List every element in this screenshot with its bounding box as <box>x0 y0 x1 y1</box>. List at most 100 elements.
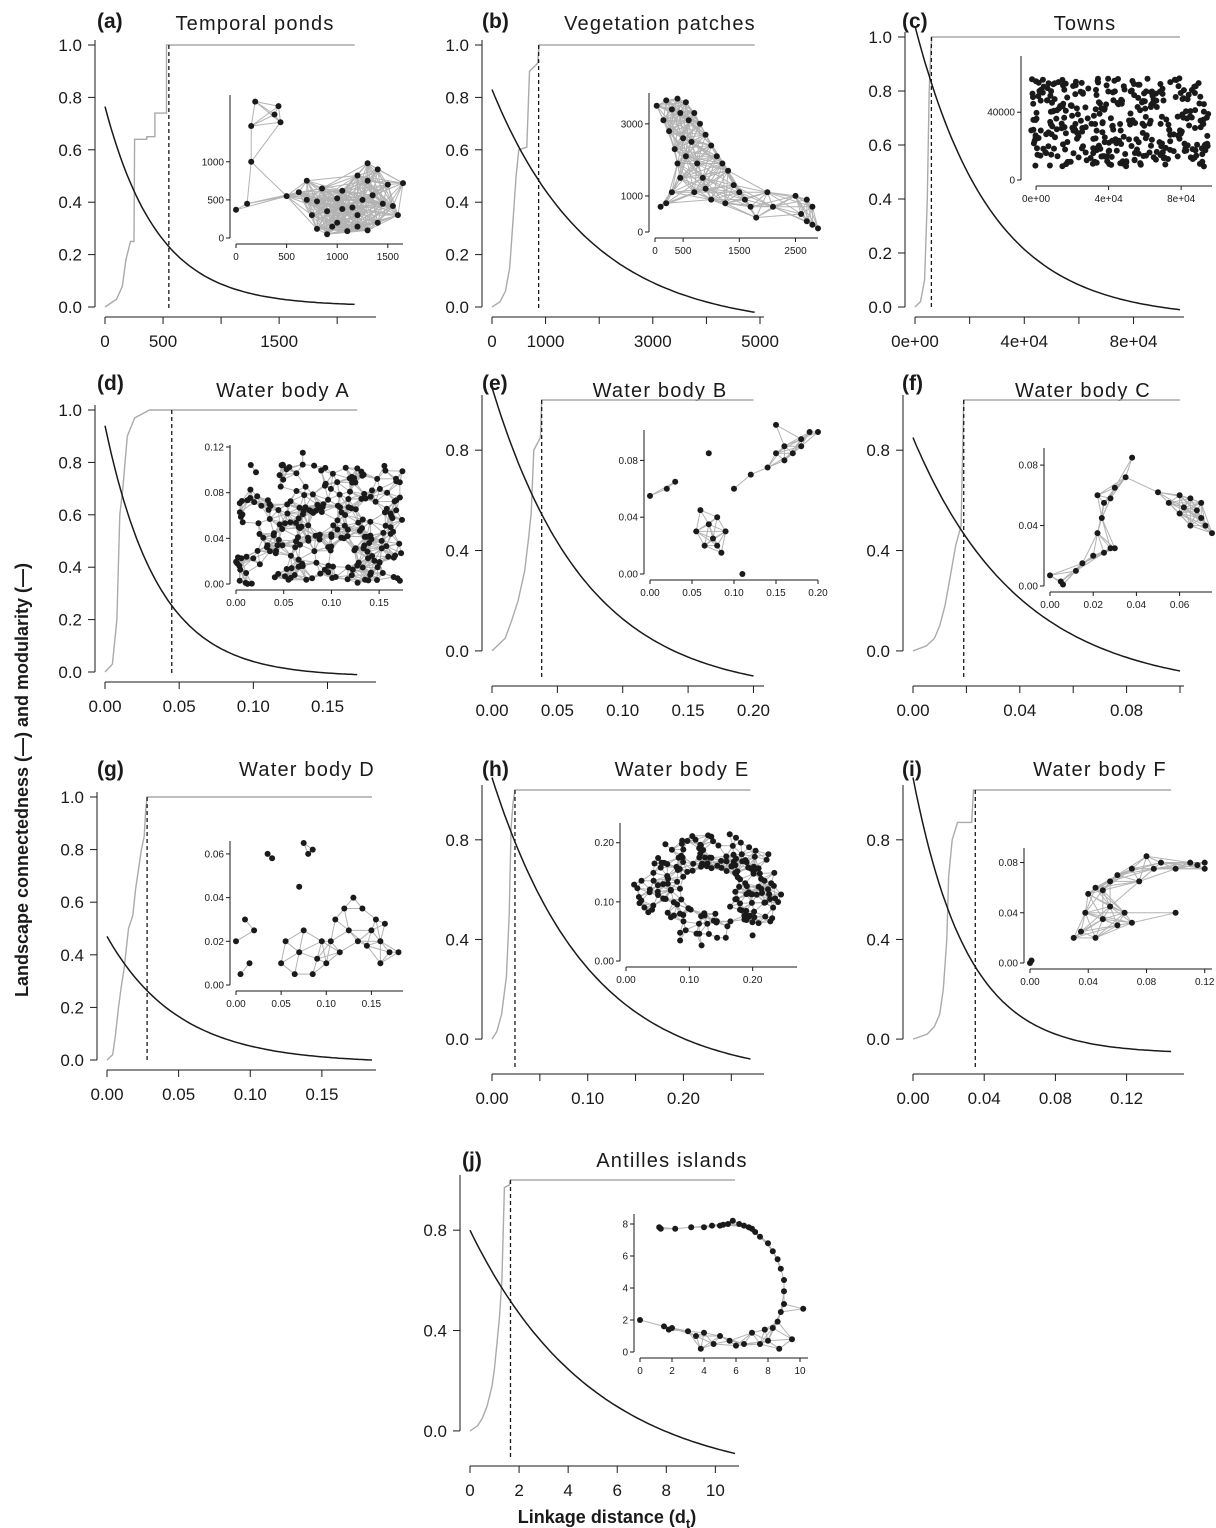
inset-node <box>1047 572 1053 579</box>
inset-node <box>395 949 402 956</box>
inset-node <box>389 203 396 209</box>
inset-node <box>1065 159 1072 165</box>
inset-node <box>1126 136 1132 143</box>
inset-edge <box>662 119 687 157</box>
inset-edge <box>668 130 692 143</box>
inset-node <box>1038 87 1045 94</box>
inset-node <box>381 509 388 516</box>
inset-node <box>248 158 255 165</box>
x-axis-title: Linkage distance (dt) <box>518 1507 696 1528</box>
inset-node <box>1191 154 1198 161</box>
inset-edge <box>317 951 340 960</box>
inset-node <box>279 542 286 549</box>
inset-edge <box>775 424 802 440</box>
panel-b: (b) Vegetation patches 0.0 0.2 0.4 0.6 0.8 1.0 0… <box>445 10 821 351</box>
inset-edge <box>316 188 323 229</box>
inset-node <box>1074 111 1081 118</box>
inset-node <box>236 500 243 507</box>
inset-node <box>271 574 278 581</box>
inset-node <box>723 868 730 874</box>
inset-node <box>399 468 406 475</box>
inset-node <box>243 553 250 560</box>
inset-node <box>674 160 681 167</box>
inset-edge <box>677 163 704 179</box>
panel-h: (h) Water body E0.00.40.80.00 0.10 0.200.00… <box>445 758 797 1108</box>
inset-node <box>244 200 251 207</box>
inset-edge <box>257 550 276 554</box>
inset-node <box>1128 87 1135 94</box>
inset-edge <box>671 163 678 193</box>
inset-node <box>275 103 282 110</box>
inset-y-tick-label: 0.20 <box>595 838 615 849</box>
inset-edge <box>286 195 318 230</box>
inset-node <box>680 873 687 880</box>
inset-node <box>1096 110 1103 117</box>
connectedness-line <box>491 399 754 652</box>
inset-node <box>250 555 257 562</box>
inset-edge <box>299 951 318 960</box>
inset-y-tick-label: 0.00 <box>999 959 1019 970</box>
inset-edge <box>1200 502 1206 526</box>
inset-d: 0.00 0.04 0.08 0.12 0.00 0.05 0.10 0.15 <box>205 443 406 609</box>
inset-edge <box>1179 513 1202 519</box>
inset-node <box>765 1337 771 1344</box>
x-tick-label: 0.10 <box>234 1085 267 1104</box>
inset-node <box>1142 135 1149 142</box>
inset-x-tick-label: 0.10 <box>317 999 337 1010</box>
inset-node <box>322 464 329 471</box>
inset-node <box>1205 111 1212 117</box>
y-tick-label: 0.0 <box>868 298 892 317</box>
inset-node <box>638 877 645 884</box>
inset-node <box>354 465 361 472</box>
inset-edge <box>739 191 774 208</box>
inset-node <box>287 574 294 581</box>
inset-edge <box>321 188 358 216</box>
inset-node <box>1083 157 1090 164</box>
inset-node <box>743 883 750 890</box>
inset-node <box>274 542 281 549</box>
inset-node <box>1170 131 1177 138</box>
inset-node <box>1128 865 1135 872</box>
inset-edge <box>331 208 343 227</box>
inset-node <box>1084 115 1091 122</box>
inset-node <box>296 504 303 511</box>
inset-edge <box>711 191 740 201</box>
inset-node <box>772 895 779 902</box>
inset-node <box>251 499 258 506</box>
inset-edge <box>685 156 695 193</box>
inset-node <box>663 200 670 207</box>
inset-node <box>1135 139 1142 146</box>
inset-node <box>239 511 246 518</box>
inset-edge <box>366 945 390 953</box>
inset-node <box>1155 489 1161 496</box>
panel-d: (d) Water body A0.00.20.40.60.81.00.00 0.0… <box>58 372 406 716</box>
inset-x-tick-label: 0.10 <box>724 588 744 599</box>
inset-edge <box>250 105 279 127</box>
inset-node <box>714 514 721 521</box>
panels: (a) Temporal ponds 0.0 0.2 0.4 0.6 0.8 1.0 0 500 1… <box>58 10 1215 1500</box>
inset-node <box>332 574 339 580</box>
inset-node <box>282 938 289 945</box>
connectedness-line <box>912 789 1172 1040</box>
inset-node <box>372 498 379 505</box>
inset-node <box>327 485 334 492</box>
inset-edge <box>671 191 712 201</box>
inset-node <box>636 900 643 907</box>
inset-node <box>1105 88 1112 95</box>
inset-node <box>680 846 687 853</box>
inset-edge <box>666 191 695 204</box>
inset-edge <box>347 529 365 538</box>
inset-node <box>698 942 705 949</box>
inset-edge <box>339 940 359 953</box>
connectedness-line <box>491 789 751 1040</box>
inset-edge <box>750 191 768 208</box>
inset-y-tick-label: 1000 <box>621 191 644 202</box>
inset-node <box>279 526 286 532</box>
inset-node <box>1165 121 1172 128</box>
inset-node <box>318 938 325 945</box>
y-tick-label: 0.8 <box>58 453 82 472</box>
inset-node <box>676 866 683 872</box>
inset-node <box>325 496 332 503</box>
inset-node <box>1166 127 1173 134</box>
inset-node <box>1080 143 1086 150</box>
